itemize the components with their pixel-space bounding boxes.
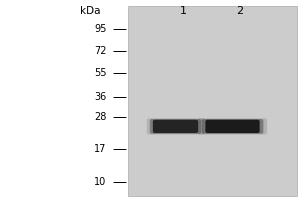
Text: 2: 2 [236,6,244,16]
Text: kDa: kDa [80,6,100,16]
Text: 55: 55 [94,68,106,78]
FancyBboxPatch shape [147,118,204,135]
Text: 36: 36 [94,92,106,102]
FancyBboxPatch shape [205,120,260,133]
Text: 72: 72 [94,46,106,56]
Text: 28: 28 [94,112,106,122]
Text: 10: 10 [94,177,106,187]
Text: 17: 17 [94,144,106,154]
FancyBboxPatch shape [153,120,198,133]
FancyBboxPatch shape [150,119,201,134]
Text: 95: 95 [94,24,106,34]
FancyBboxPatch shape [202,119,263,134]
Bar [128,6,297,196]
Text: 1: 1 [179,6,187,16]
FancyBboxPatch shape [198,118,267,135]
